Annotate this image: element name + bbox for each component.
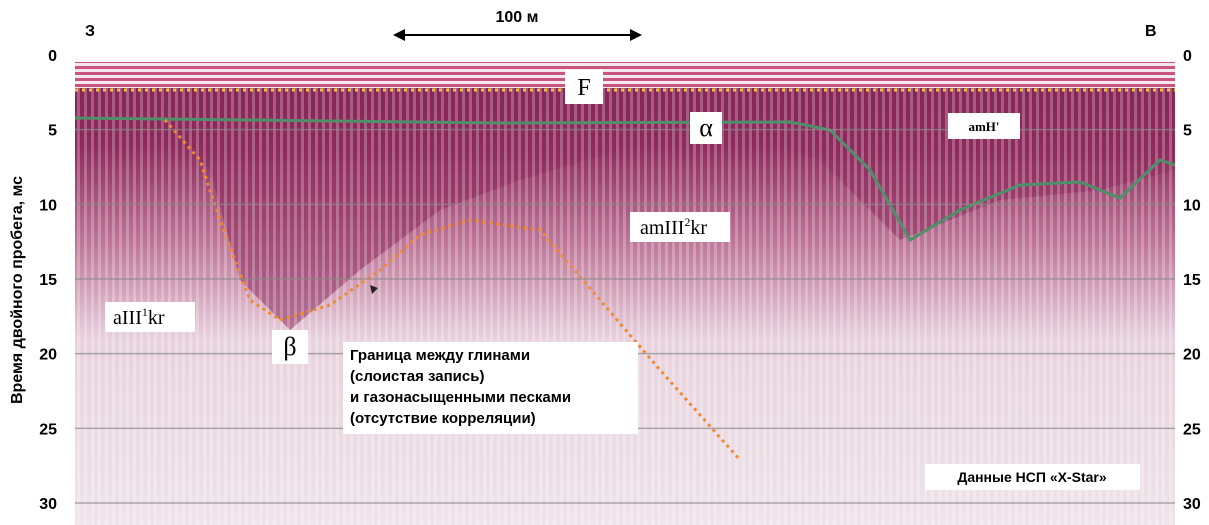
label-part: aIII [113, 307, 142, 329]
label-part: kr [148, 307, 165, 329]
amiii2kr-label: amIII2kr [640, 215, 707, 239]
east-label: В [1145, 23, 1157, 40]
figure: З В 100 м Время двойного пробега, мс 0 0 5… [0, 0, 1209, 525]
y-tick-label: 25 [1183, 421, 1201, 438]
y-tick-label: 15 [39, 272, 57, 289]
f-label: F [577, 75, 590, 101]
label-part: amIII [640, 217, 684, 239]
y-tick-label: 30 [1183, 496, 1201, 513]
source-label: Данные НСП «X-Star» [957, 469, 1106, 485]
y-tick-label: 25 [39, 421, 57, 438]
boundary-text: Граница между глинами [350, 347, 530, 364]
alpha-label: α [699, 113, 713, 142]
aiii1kr-label: aIII1kr [113, 305, 165, 329]
y-tick-label: 0 [48, 48, 57, 65]
y-tick-label: 15 [1183, 272, 1201, 289]
page: З В 100 м Время двойного пробега, мс 0 0 5… [0, 0, 1209, 525]
y-tick-label: 20 [1183, 347, 1201, 364]
amh-label: amH' [968, 119, 999, 134]
y-tick-label: 5 [1183, 123, 1192, 140]
boundary-text: (отсутствие корреляции) [350, 410, 536, 427]
y-tick-label: 10 [39, 197, 57, 214]
y-tick-label: 5 [48, 123, 57, 140]
boundary-text: (слоистая запись) [350, 368, 484, 385]
label-part: kr [690, 217, 707, 239]
y-tick-label: 20 [39, 347, 57, 364]
scale-label: 100 м [496, 9, 539, 26]
y-tick-label: 10 [1183, 197, 1201, 214]
scale-arrow [393, 29, 642, 41]
y-tick-label: 0 [1183, 48, 1192, 65]
y-axis-title: Время двойного пробега, мс [9, 176, 26, 404]
beta-label: β [283, 332, 296, 361]
west-label: З [85, 23, 95, 40]
y-tick-label: 30 [39, 496, 57, 513]
boundary-text: и газонасыщенными песками [350, 389, 571, 406]
